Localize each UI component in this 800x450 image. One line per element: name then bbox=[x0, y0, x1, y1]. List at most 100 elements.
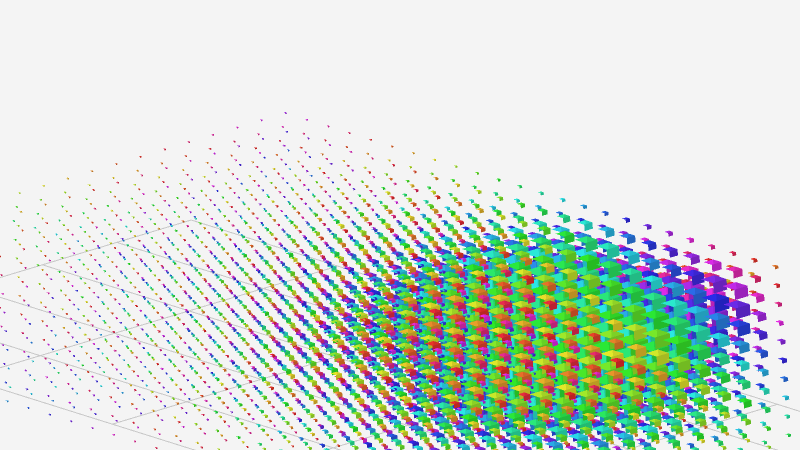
voxel-face-side bbox=[195, 320, 198, 324]
voxel-face-side bbox=[128, 212, 131, 214]
voxel-face-side bbox=[151, 391, 154, 394]
voxel-face-side bbox=[80, 226, 82, 229]
voxel-face-side bbox=[215, 411, 218, 414]
voxel-face-side bbox=[133, 319, 135, 322]
voxel-face-side bbox=[155, 344, 158, 347]
voxel-face-side bbox=[6, 400, 9, 403]
gridline bbox=[0, 219, 192, 279]
voxel-face-side bbox=[93, 292, 95, 294]
voxel-face-side bbox=[100, 266, 102, 268]
voxel-face-side bbox=[119, 254, 122, 256]
voxel-face-side bbox=[114, 401, 117, 404]
voxel-face-side bbox=[91, 376, 94, 378]
voxel-face-side bbox=[174, 313, 177, 317]
voxel-face-side bbox=[172, 346, 175, 349]
voxel-face-side bbox=[237, 385, 242, 389]
voxel-face-side bbox=[135, 356, 138, 359]
voxel-face-side bbox=[154, 326, 157, 329]
voxel-face-side bbox=[108, 326, 111, 329]
voxel-face-side bbox=[53, 316, 56, 318]
voxel-face-side bbox=[186, 311, 189, 314]
voxel-face-side bbox=[251, 298, 255, 302]
voxel-face-side bbox=[157, 363, 160, 366]
voxel-face-side bbox=[67, 178, 70, 180]
voxel-face-side bbox=[86, 301, 88, 304]
voxel-face-side bbox=[28, 407, 30, 410]
voxel-face-side bbox=[3, 312, 6, 314]
voxel-face-side bbox=[215, 359, 219, 363]
voxel-face-side bbox=[47, 395, 50, 398]
voxel-face-side bbox=[232, 259, 235, 262]
voxel-face-side bbox=[137, 375, 140, 378]
voxel-face-side bbox=[175, 435, 178, 438]
voxel-face-side bbox=[94, 310, 97, 313]
voxel-collection bbox=[0, 112, 792, 450]
voxel-face-side bbox=[110, 396, 113, 399]
voxel-face-side bbox=[113, 434, 115, 436]
voxel-face-side bbox=[154, 428, 157, 431]
voxel-face-side bbox=[40, 302, 43, 304]
voxel-face-side bbox=[206, 299, 209, 302]
voxel-face-side bbox=[111, 261, 114, 264]
voxel-face-side bbox=[274, 374, 279, 379]
voxel-face-side bbox=[69, 402, 71, 404]
voxel-face-side bbox=[210, 303, 214, 307]
voxel-face-side bbox=[92, 427, 94, 430]
voxel-face-side bbox=[5, 330, 7, 333]
voxel-face-side bbox=[212, 271, 215, 274]
voxel-face-side bbox=[0, 326, 3, 328]
voxel-face-side bbox=[113, 382, 115, 385]
voxel-face-side bbox=[16, 257, 18, 260]
voxel-face-side bbox=[94, 362, 97, 364]
voxel-face-side bbox=[63, 224, 65, 227]
voxel-face-side bbox=[128, 314, 131, 317]
voxel-face-side bbox=[86, 198, 88, 201]
voxel-face-side bbox=[22, 230, 24, 232]
voxel-face-side bbox=[110, 242, 112, 245]
voxel-face-side bbox=[107, 308, 110, 310]
voxel-face-side bbox=[249, 312, 252, 316]
voxel-face-side bbox=[236, 366, 240, 370]
voxel-face-side bbox=[105, 238, 108, 240]
voxel-face-side bbox=[172, 398, 175, 401]
voxel-face-side bbox=[226, 287, 229, 290]
voxel-face-side bbox=[104, 219, 106, 221]
voxel-face-side bbox=[19, 243, 21, 246]
voxel-face-side bbox=[64, 346, 67, 348]
voxel-face-side bbox=[124, 258, 127, 261]
voxel-face-side bbox=[194, 404, 197, 407]
voxel-face-side bbox=[130, 282, 132, 284]
voxel-face-side bbox=[70, 369, 73, 372]
voxel-face-side bbox=[44, 204, 47, 206]
voxel-face-side bbox=[14, 239, 17, 241]
voxel-face-side bbox=[191, 367, 194, 370]
voxel-face-side bbox=[127, 244, 129, 247]
voxel-face-side bbox=[46, 222, 48, 225]
voxel-face-side bbox=[165, 253, 168, 256]
voxel-face-side bbox=[22, 332, 24, 335]
voxel-face-side bbox=[56, 353, 59, 356]
voxel-face-side bbox=[23, 248, 26, 251]
voxel-face-side bbox=[25, 370, 27, 372]
voxel-face-side bbox=[76, 341, 78, 344]
voxel-face-side bbox=[50, 330, 53, 332]
voxel-face-side bbox=[67, 332, 70, 334]
voxel-face-side bbox=[210, 252, 213, 255]
voxel-face-side bbox=[158, 382, 161, 385]
voxel-face-side bbox=[149, 218, 152, 221]
voxel-face-side bbox=[50, 381, 53, 384]
voxel-face-side bbox=[166, 323, 170, 326]
voxel-face-side bbox=[90, 306, 93, 308]
voxel-face-side bbox=[53, 367, 56, 370]
voxel-face-side bbox=[67, 383, 70, 386]
voxel-face-side bbox=[189, 297, 192, 300]
voxel-face-side bbox=[195, 423, 198, 426]
voxel-face-side bbox=[196, 339, 200, 342]
voxel-face-side bbox=[235, 296, 238, 300]
voxel-face-side bbox=[195, 371, 198, 375]
voxel-face-side bbox=[17, 225, 20, 227]
voxel-face-side bbox=[155, 447, 158, 450]
voxel-face-side bbox=[103, 303, 105, 306]
voxel-face-side bbox=[61, 257, 64, 259]
